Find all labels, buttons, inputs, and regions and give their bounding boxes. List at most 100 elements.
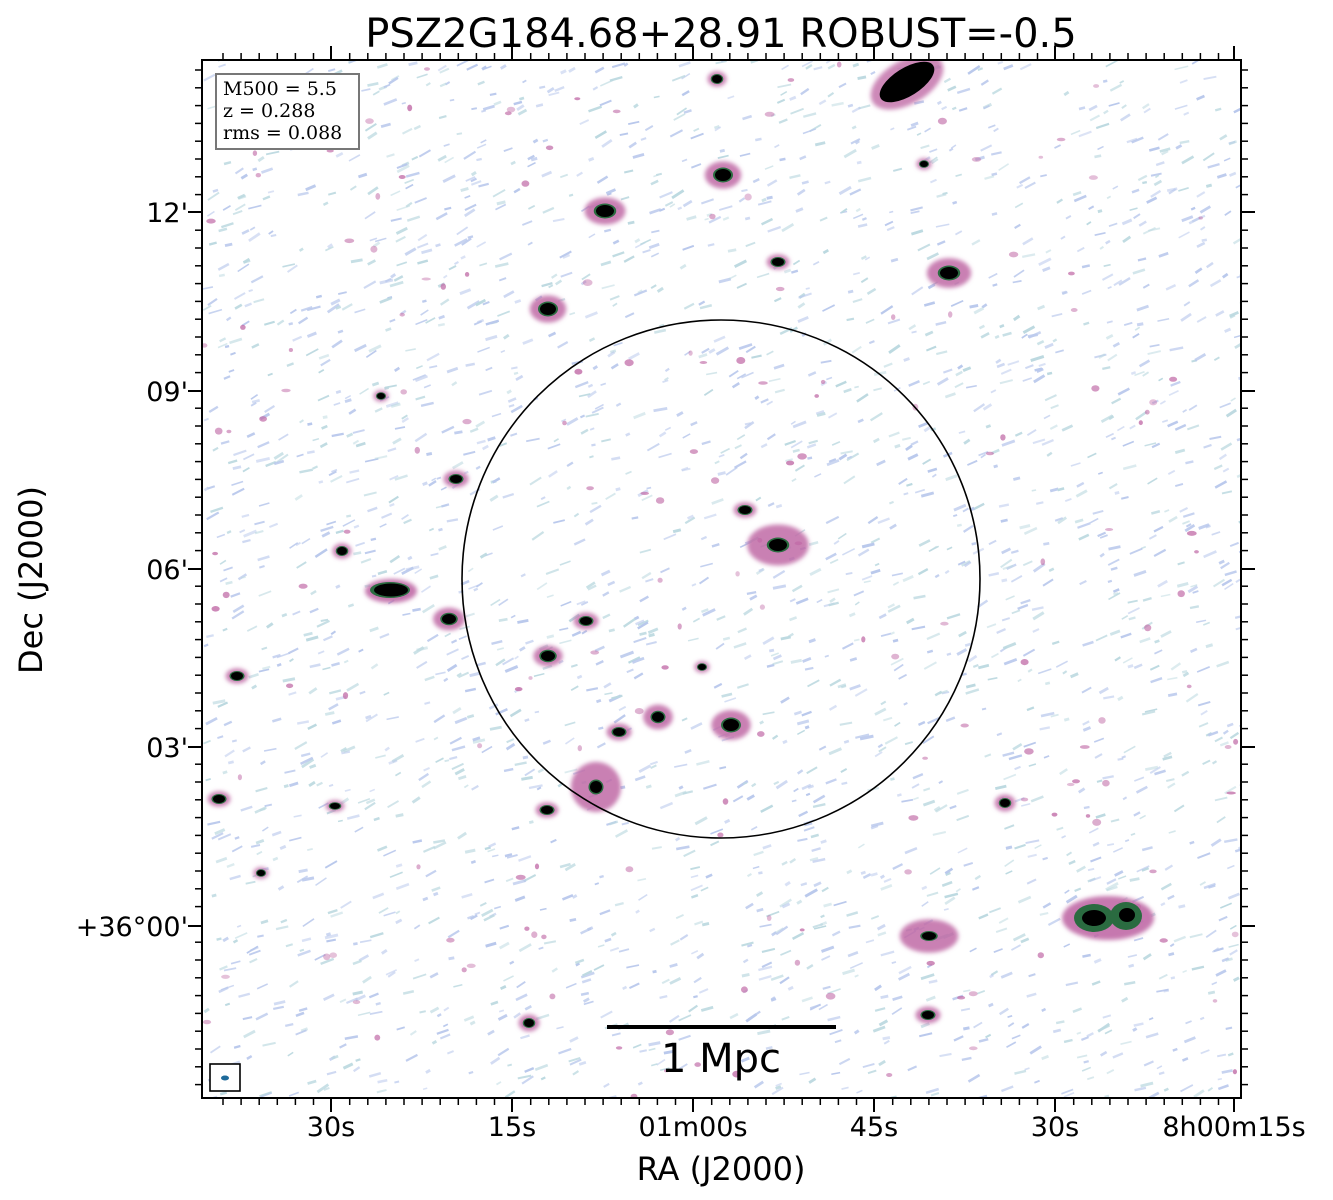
noise-streak — [621, 821, 629, 826]
noise-streak — [266, 622, 274, 629]
noise-streak — [969, 303, 979, 309]
noise-streak — [1136, 865, 1150, 873]
noise-streak — [414, 432, 428, 443]
noise-streak — [1093, 737, 1105, 743]
noise-streak — [436, 1028, 449, 1035]
noise-streak — [639, 595, 649, 603]
noise-streak — [472, 736, 481, 742]
noise-streak — [1213, 356, 1220, 362]
noise-streak — [852, 298, 863, 304]
noise-streak — [831, 441, 841, 446]
noise-streak — [640, 137, 647, 141]
noise-streak — [546, 87, 555, 94]
noise-streak — [258, 668, 270, 673]
noise-streak — [693, 976, 702, 984]
noise-streak — [998, 163, 1010, 171]
noise-streak — [439, 1033, 451, 1040]
faint-blip — [891, 653, 900, 660]
noise-streak — [242, 1016, 253, 1021]
noise-streak — [988, 272, 998, 279]
faint-blip — [1088, 175, 1098, 180]
noise-streak — [650, 252, 660, 258]
noise-streak — [527, 154, 535, 161]
noise-streak — [910, 210, 920, 214]
noise-streak — [450, 639, 458, 644]
noise-streak — [820, 921, 828, 927]
noise-streak — [982, 403, 993, 411]
noise-streak — [288, 322, 294, 326]
noise-streak — [892, 863, 904, 870]
noise-streak — [301, 876, 315, 882]
noise-streak — [353, 524, 360, 529]
noise-streak — [703, 513, 717, 520]
faint-blip — [461, 967, 467, 973]
noise-streak — [1179, 139, 1190, 145]
noise-streak — [381, 948, 388, 955]
noise-streak — [463, 1015, 475, 1022]
noise-streak — [1182, 1057, 1189, 1062]
noise-streak — [840, 450, 853, 455]
noise-streak — [246, 432, 256, 439]
noise-streak — [1005, 870, 1013, 875]
noise-streak — [1103, 695, 1115, 700]
faint-blip — [424, 67, 430, 71]
noise-streak — [870, 568, 881, 575]
noise-streak — [574, 380, 589, 389]
noise-streak — [924, 330, 934, 337]
noise-streak — [883, 716, 893, 722]
noise-streak — [307, 723, 318, 731]
noise-streak — [933, 805, 941, 812]
noise-streak — [963, 1026, 970, 1031]
noise-streak — [503, 975, 514, 982]
noise-streak — [401, 414, 408, 420]
noise-streak — [1200, 226, 1206, 231]
noise-streak — [1165, 283, 1177, 291]
noise-streak — [829, 1029, 843, 1036]
noise-streak — [448, 956, 455, 961]
noise-streak — [474, 911, 481, 916]
noise-streak — [522, 220, 533, 226]
noise-streak — [1222, 272, 1229, 279]
noise-streak — [918, 421, 929, 428]
faint-blip — [937, 117, 947, 125]
noise-streak — [1027, 853, 1037, 858]
noise-streak — [1064, 889, 1070, 894]
noise-streak — [976, 990, 986, 995]
noise-streak — [851, 125, 857, 130]
noise-streak — [633, 636, 647, 644]
noise-streak — [857, 75, 867, 80]
noise-streak — [930, 178, 937, 184]
noise-streak — [803, 112, 817, 118]
noise-streak — [1086, 1032, 1094, 1038]
noise-streak — [1109, 83, 1123, 92]
noise-streak — [554, 86, 565, 92]
noise-streak — [389, 555, 401, 564]
noise-streak — [957, 847, 968, 854]
noise-streak — [396, 1026, 405, 1031]
noise-streak — [1060, 235, 1066, 240]
noise-streak — [273, 1000, 286, 1006]
noise-streak — [1099, 245, 1104, 250]
noise-streak — [624, 312, 635, 319]
noise-streak — [927, 467, 938, 473]
noise-streak — [708, 348, 716, 354]
noise-streak — [1173, 804, 1185, 813]
noise-streak — [852, 213, 864, 220]
faint-blip — [625, 866, 634, 873]
noise-streak — [318, 368, 325, 374]
noise-streak — [791, 799, 797, 803]
noise-streak — [679, 934, 689, 941]
noise-streak — [760, 804, 774, 813]
noise-streak — [294, 494, 303, 501]
noise-streak — [903, 357, 910, 362]
noise-streak — [1167, 782, 1176, 789]
noise-streak — [727, 248, 737, 253]
noise-streak — [759, 720, 765, 725]
noise-streak — [1172, 1047, 1178, 1052]
noise-streak — [566, 417, 579, 426]
noise-streak — [854, 601, 860, 606]
noise-streak — [1220, 442, 1233, 451]
noise-streak — [847, 103, 854, 108]
noise-streak — [203, 1007, 210, 1014]
noise-streak — [993, 948, 1003, 953]
